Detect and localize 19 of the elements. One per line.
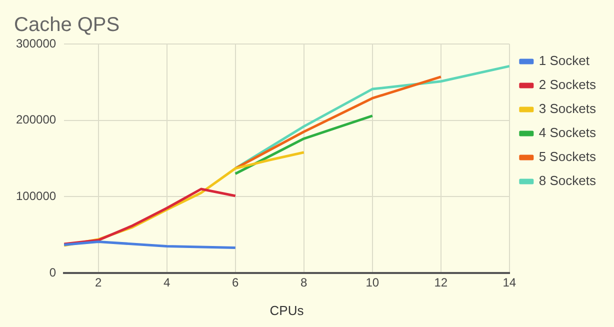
- x-tick-label: 6: [232, 276, 239, 290]
- legend-label: 2 Sockets: [538, 77, 596, 92]
- x-tick-label: 12: [434, 276, 448, 290]
- x-axis-title: CPUs: [270, 302, 304, 318]
- legend-label: 5 Sockets: [538, 149, 596, 164]
- x-tick-label: 8: [300, 276, 308, 290]
- legend-label: 1 Socket: [538, 53, 590, 68]
- y-tick-label: 200000: [16, 112, 56, 127]
- y-tick-label: 300000: [16, 36, 56, 50]
- y-tick-label: 100000: [16, 188, 56, 203]
- legend-label: 3 Sockets: [538, 101, 596, 116]
- y-tick-label: 0: [49, 265, 56, 280]
- x-tick-label: 14: [502, 276, 516, 290]
- x-tick-label: 10: [366, 276, 380, 290]
- legend-label: 8 Sockets: [538, 173, 596, 188]
- x-tick-label: 4: [163, 276, 170, 290]
- x-tick-label: 2: [94, 276, 102, 290]
- legend-label: 4 Sockets: [538, 125, 596, 140]
- chart-title: Cache QPS: [14, 14, 120, 37]
